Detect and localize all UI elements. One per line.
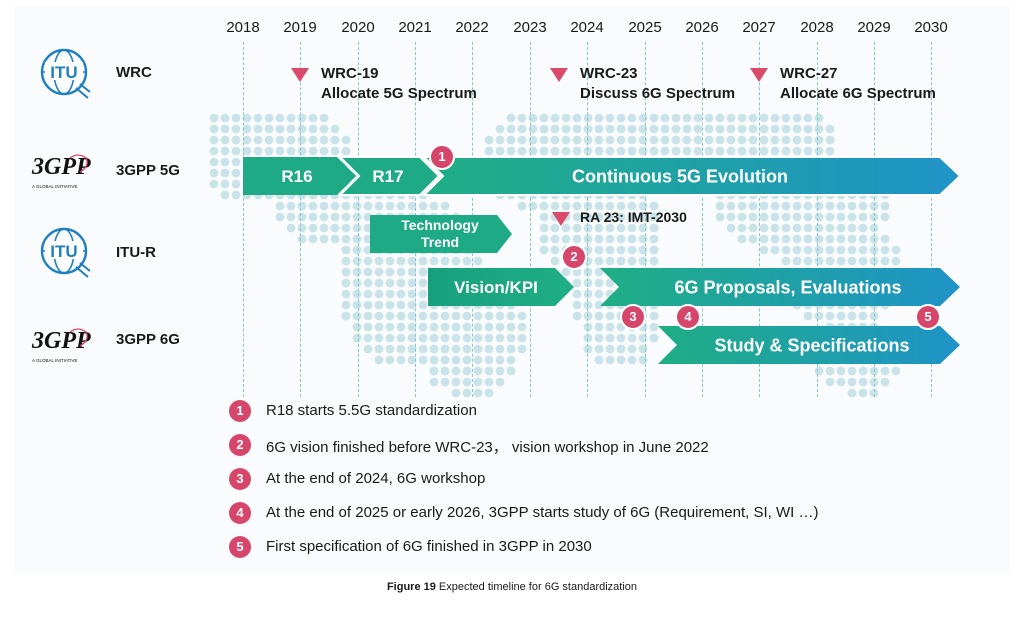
year-label: 2025 [628,19,662,36]
triangle-marker-icon [550,68,568,82]
arrow-study [658,326,960,364]
arrow-label-technology-trend: Technology Trend [401,217,479,250]
year-label: 2024 [570,19,604,36]
itu-logo: ITU [40,48,91,99]
milestone-badge: 3 [620,304,646,330]
arrow-r17 [337,156,441,196]
note-badge: 1 [229,400,251,422]
svg-text:A GLOBAL INITIATIVE: A GLOBAL INITIATIVE [32,358,78,363]
year-label: 2019 [283,19,317,36]
wrc-event-title: WRC-27 [780,65,838,82]
year-gridline [587,42,588,397]
wrc-event-subtitle: Allocate 6G Spectrum [780,85,936,102]
note-text: First specification of 6G finished in 3G… [266,538,592,555]
arrow-label-r17: R17 [372,167,404,186]
arrow-r16 [243,157,356,195]
arrow-vision-kpi [428,268,574,306]
svg-text:A GLOBAL INITIATIVE: A GLOBAL INITIATIVE [32,184,78,189]
row-label-wrc: WRC [116,64,152,81]
note-badge: 4 [229,502,251,524]
year-label: 2026 [685,19,719,36]
year-label: 2030 [914,19,948,36]
arrow-label-evolution: Continuous 5G Evolution [572,166,788,187]
arrow-proposals [600,268,960,306]
year-gridline [358,42,359,397]
year-gridline [931,42,932,397]
ra23-triangle-icon [552,212,570,226]
wrc-event-subtitle: Allocate 5G Spectrum [321,85,477,102]
year-label: 2018 [226,19,260,36]
note-text: R18 starts 5.5G standardization [266,402,477,419]
wrc-event: WRC-23 Discuss 6G Spectrum [550,64,736,104]
row-label-3gpp-5g: 3GPP 5G [116,162,180,179]
milestone-badge: 2 [561,244,587,270]
3gpp-logo: 3GPP A GLOBAL INITIATIVE [31,328,91,363]
year-label: 2023 [513,19,547,36]
caption-label: Figure 19 [386,581,436,593]
year-label: 2028 [800,19,834,36]
itu-logo: ITU [40,227,91,278]
wrc-event: WRC-27 Allocate 6G Spectrum [750,64,936,104]
figure-caption: Figure 19 Expected timeline for 6G stand… [0,581,1024,593]
arrow-evolution [421,156,962,196]
wrc-event-title: WRC-23 [580,65,638,82]
year-label: 2027 [742,19,776,36]
arrow-technology-trend [370,215,512,253]
svg-text:3GPP: 3GPP [31,154,91,180]
year-gridline [243,42,244,397]
ra23-label: RA 23: IMT-2030 [580,209,687,225]
note-badge: 2 [229,434,251,456]
year-gridline [759,42,760,397]
caption-text: Expected timeline for 6G standardization [438,581,638,593]
year-label: 2021 [398,19,432,36]
year-gridline [702,42,703,397]
arrow-label-vision-kpi: Vision/KPI [454,278,538,297]
triangle-marker-icon [750,68,768,82]
milestone-badge: 4 [675,304,701,330]
year-label: 2020 [341,19,375,36]
3gpp-logo: 3GPP A GLOBAL INITIATIVE [31,154,91,189]
year-gridline [874,42,875,397]
row-label-3gpp-6g: 3GPP 6G [116,331,180,348]
wrc-event-subtitle: Discuss 6G Spectrum [580,85,736,102]
wrc-event: WRC-19 Allocate 5G Spectrum [291,64,477,104]
arrow-label-proposals: 6G Proposals, Evaluations [674,277,902,298]
note-text: 6G vision finished before WRC-23， vision… [266,439,709,456]
year-gridline [817,42,818,397]
note-badge: 3 [229,468,251,490]
year-label: 2029 [857,19,891,36]
svg-text:ITU: ITU [50,63,77,82]
svg-text:ITU: ITU [50,242,77,261]
year-gridline [530,42,531,397]
triangle-marker-icon [291,68,309,82]
milestone-badge: 1 [429,144,455,170]
year-gridline [300,42,301,397]
row-label-itu-r: ITU-R [116,244,156,261]
note-badge: 5 [229,536,251,558]
svg-text:3GPP: 3GPP [31,328,91,354]
arrow-label-r16: R16 [281,167,313,186]
arrow-label-study: Study & Specifications [714,335,910,356]
year-gridline [645,42,646,397]
milestone-badge: 5 [915,304,941,330]
note-text: At the end of 2025 or early 2026, 3GPP s… [266,504,819,521]
note-text: At the end of 2024, 6G workshop [266,470,486,487]
year-label: 2022 [455,19,489,36]
wrc-event-title: WRC-19 [321,65,379,82]
